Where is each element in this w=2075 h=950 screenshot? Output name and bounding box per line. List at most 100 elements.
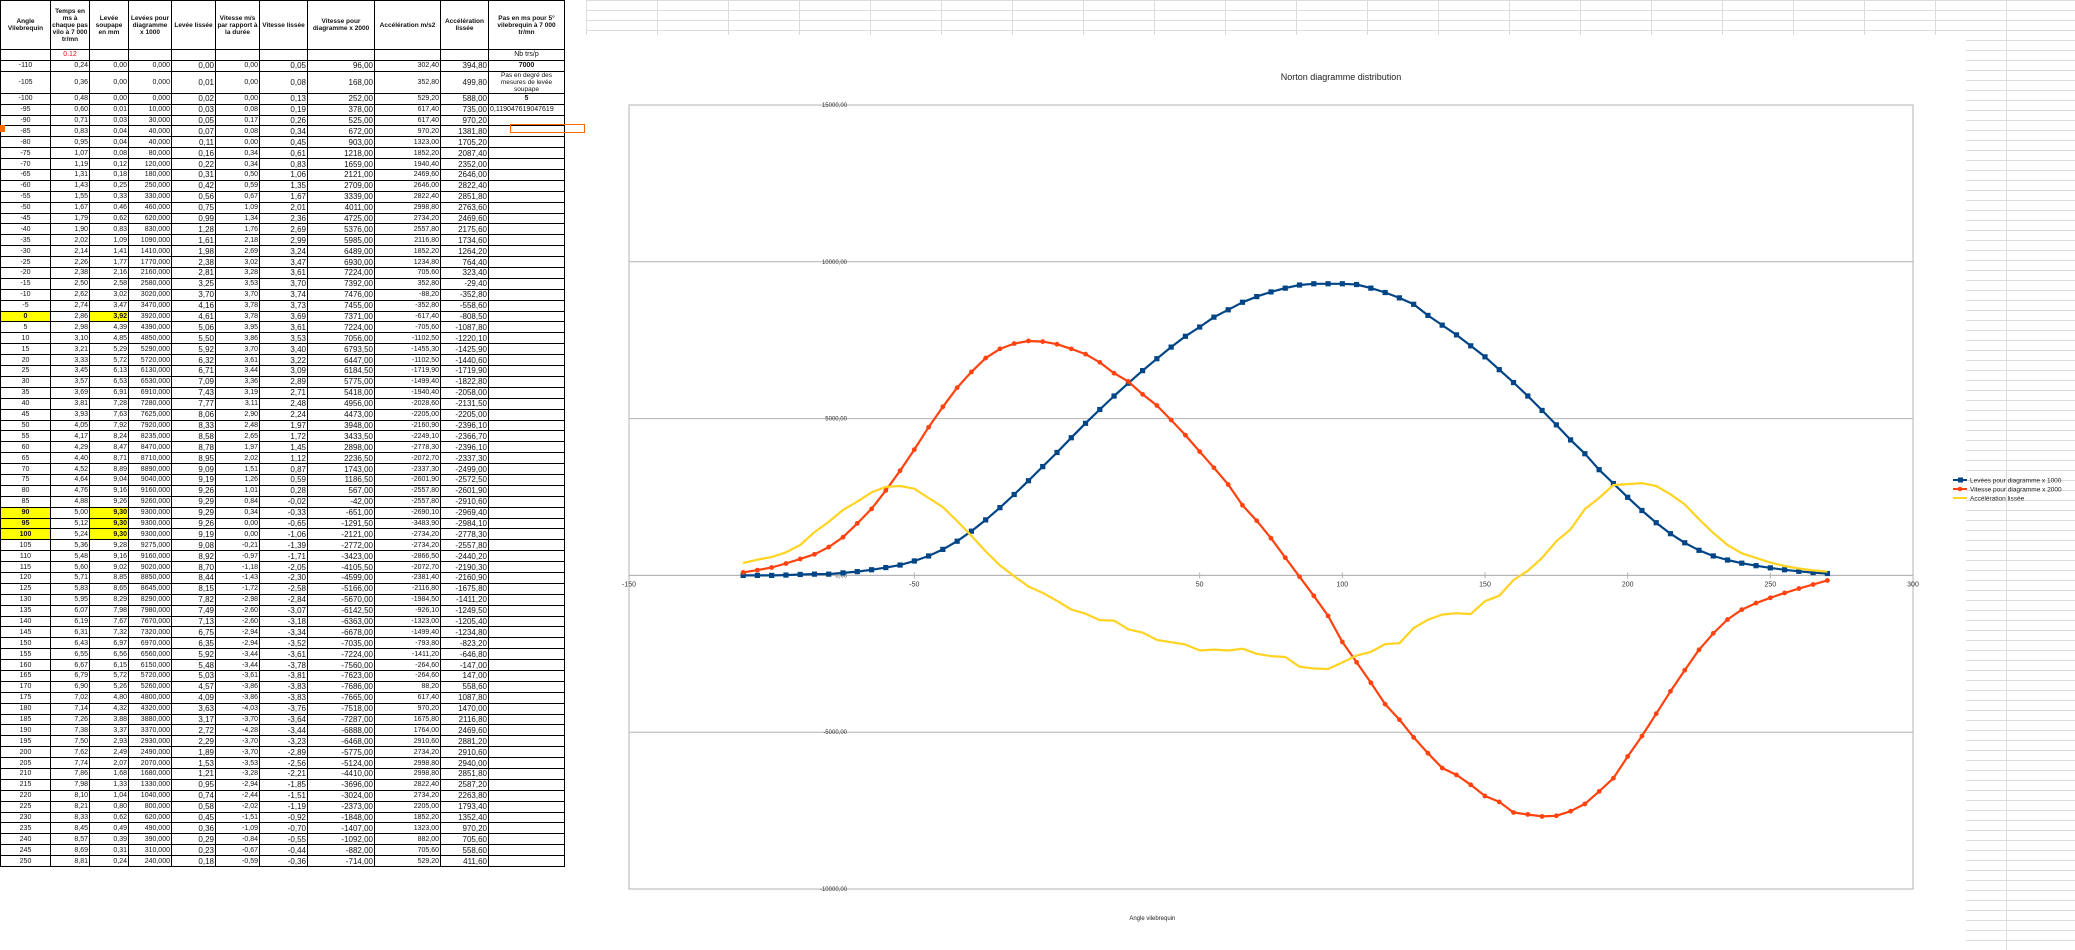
table-cell[interactable]: 7056,00 (307, 332, 375, 345)
table-cell[interactable]: 7625,000 (128, 408, 172, 421)
table-cell[interactable]: 1,90 (50, 223, 90, 236)
table-cell[interactable]: 220 (0, 789, 51, 802)
table-cell[interactable]: 1090,000 (128, 234, 172, 247)
table-cell[interactable]: 3,78 (215, 310, 260, 323)
table-cell[interactable]: 0,59 (215, 179, 260, 192)
data-point[interactable] (1125, 379, 1131, 384)
table-cell[interactable]: 3,61 (259, 267, 308, 279)
table-cell[interactable]: -2778,30 (374, 441, 441, 454)
table-cell[interactable]: 80 (0, 484, 51, 497)
table-cell[interactable]: 4,52 (50, 463, 90, 475)
table-cell[interactable] (488, 833, 565, 846)
table-cell[interactable]: 4,17 (50, 430, 90, 443)
table-cell[interactable]: 1,33 (89, 778, 129, 791)
table-cell[interactable]: -4105,50 (307, 561, 375, 573)
table-cell[interactable]: 1,06 (259, 169, 308, 181)
table-cell[interactable]: 3,11 (215, 397, 260, 410)
data-point[interactable] (954, 538, 960, 544)
table-cell[interactable]: 0,08 (89, 147, 129, 160)
table-cell[interactable]: -2072,70 (374, 561, 441, 573)
data-point[interactable] (1753, 563, 1759, 569)
table-cell[interactable]: 6,43 (50, 637, 90, 650)
data-point[interactable] (1568, 808, 1573, 814)
table-cell[interactable]: 390,000 (128, 833, 172, 846)
table-cell[interactable]: 1,09 (89, 234, 129, 247)
table-cell[interactable]: 0,03 (171, 103, 216, 116)
table-cell[interactable]: 8,33 (171, 419, 216, 432)
table-cell[interactable]: -1675,80 (440, 582, 489, 595)
table-cell[interactable]: -1205,40 (440, 615, 489, 628)
data-point[interactable] (1653, 520, 1659, 526)
data-point[interactable] (1810, 582, 1816, 587)
table-cell[interactable]: -1,51 (215, 811, 260, 824)
table-cell[interactable]: -1,85 (259, 778, 308, 791)
table-cell[interactable]: 90 (0, 506, 51, 519)
data-point[interactable] (797, 556, 803, 562)
data-point[interactable] (1183, 432, 1188, 438)
table-cell[interactable]: 5775,00 (307, 375, 375, 388)
table-cell[interactable]: -2557,80 (440, 539, 489, 552)
table-cell[interactable]: 0,00 (215, 59, 260, 72)
table-cell[interactable] (488, 669, 565, 682)
table-cell[interactable]: 7,43 (171, 386, 216, 399)
table-cell[interactable]: 7,50 (50, 735, 90, 748)
table-cell[interactable]: -1,06 (259, 528, 308, 541)
table-cell[interactable] (488, 321, 565, 334)
table-cell[interactable]: 6150,000 (128, 659, 172, 671)
data-point[interactable] (1525, 812, 1531, 817)
table-cell[interactable]: 3880,000 (128, 713, 172, 726)
table-cell[interactable]: 0,83 (50, 125, 90, 138)
data-point[interactable] (1553, 422, 1559, 428)
data-point[interactable] (1767, 565, 1773, 571)
table-cell[interactable]: 9300,000 (128, 506, 172, 519)
table-cell[interactable] (488, 234, 565, 247)
table-cell[interactable]: 617,40 (374, 103, 441, 116)
table-cell[interactable] (0, 49, 51, 61)
table-cell[interactable] (259, 49, 308, 61)
table-cell[interactable]: -1407,00 (307, 822, 375, 835)
table-cell[interactable]: 764,40 (440, 256, 489, 269)
table-cell[interactable]: 7,14 (50, 702, 90, 715)
table-cell[interactable]: 1,51 (215, 463, 260, 475)
table-cell[interactable] (488, 375, 565, 388)
table-cell[interactable]: -7686,00 (307, 680, 375, 693)
table-cell[interactable]: 2,72 (171, 724, 216, 737)
table-cell[interactable]: 8,47 (89, 441, 129, 454)
table-cell[interactable] (488, 637, 565, 650)
table-cell[interactable]: 60 (0, 441, 51, 454)
table-cell[interactable]: -20 (0, 267, 51, 279)
table-cell[interactable]: 15 (0, 343, 51, 356)
table-cell[interactable]: 55 (0, 430, 51, 443)
table-cell[interactable]: 499,80 (440, 70, 489, 94)
table-cell[interactable] (488, 604, 565, 617)
table-cell[interactable]: -2866,50 (374, 550, 441, 563)
table-cell[interactable]: 9,26 (171, 517, 216, 530)
table-cell[interactable] (488, 332, 565, 345)
table-cell[interactable]: 3,45 (50, 365, 90, 377)
table-cell[interactable]: 45 (0, 408, 51, 421)
table-cell[interactable]: 5260,000 (128, 680, 172, 693)
table-cell[interactable]: 145 (0, 626, 51, 639)
data-point[interactable] (1696, 647, 1702, 653)
table-cell[interactable]: 165 (0, 669, 51, 682)
table-cell[interactable]: 6560,000 (128, 648, 172, 661)
table-cell[interactable]: 2,36 (259, 212, 308, 225)
table-cell[interactable] (488, 397, 565, 410)
table-cell[interactable]: 2,29 (171, 735, 216, 748)
table-cell[interactable]: 3,10 (50, 332, 90, 345)
table-cell[interactable] (488, 648, 565, 661)
table-cell[interactable]: 8470,000 (128, 441, 172, 454)
table-cell[interactable] (488, 659, 565, 671)
table-cell[interactable]: -6142,50 (307, 604, 375, 617)
table-cell[interactable]: 75 (0, 473, 51, 486)
data-point[interactable] (1083, 351, 1088, 357)
table-cell[interactable]: 140 (0, 615, 51, 628)
table-cell[interactable]: -0,36 (259, 855, 308, 868)
table-cell[interactable]: -2,60 (215, 604, 260, 617)
table-cell[interactable]: 30 (0, 375, 51, 388)
data-point[interactable] (1724, 557, 1731, 563)
table-cell[interactable]: 1,35 (259, 179, 308, 192)
table-cell[interactable]: 1,45 (259, 441, 308, 454)
data-point[interactable] (1154, 356, 1160, 362)
table-cell[interactable]: 2352,00 (440, 158, 489, 171)
